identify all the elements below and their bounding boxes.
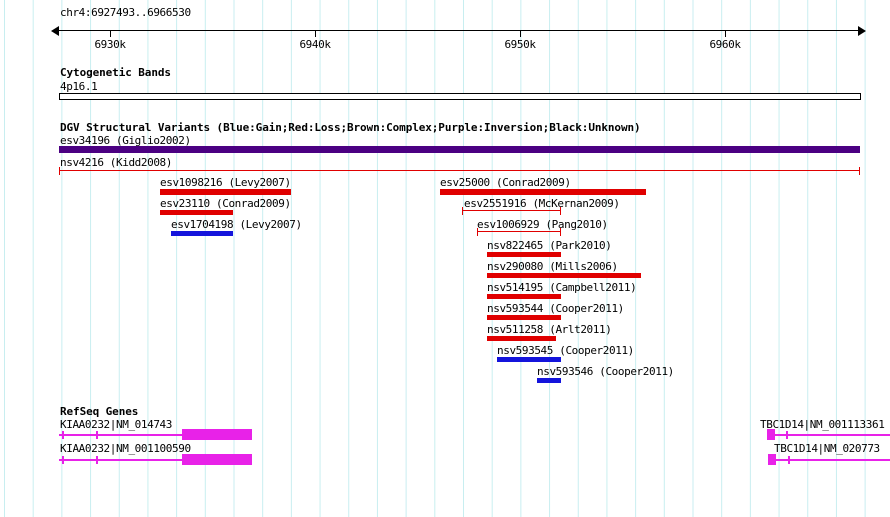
gene-label-TBC1D14-NM_020773[interactable]: TBC1D14|NM_020773 (774, 442, 880, 455)
ibeam-right-cap (560, 228, 561, 236)
ibeam-right-cap (859, 167, 860, 175)
variant-label-nsv593544[interactable]: nsv593544 (Cooper2011) (487, 302, 624, 315)
ruler-tick (315, 31, 316, 37)
gene-label-KIAA0232-NM_001100590[interactable]: KIAA0232|NM_001100590 (60, 442, 191, 455)
gene-exon-tick-KIAA0232-NM_014743[interactable] (96, 431, 98, 439)
gene-intron-line-TBC1D14-NM_020773[interactable] (776, 459, 890, 461)
gene-exon-TBC1D14-NM_001113361[interactable] (767, 429, 775, 440)
ruler-right-arrow-icon (858, 26, 866, 36)
variant-glyph-esv34196[interactable] (59, 146, 860, 153)
ruler-tick-label: 6960k (709, 38, 741, 51)
variant-glyph-esv25000[interactable] (440, 189, 646, 195)
variant-glyph-nsv593546[interactable] (537, 378, 561, 383)
variant-glyph-nsv511258[interactable] (487, 336, 556, 341)
ruler-tick-label: 6930k (94, 38, 126, 51)
cytoband-track-title: Cytogenetic Bands (60, 66, 171, 79)
ibeam-left-cap (462, 207, 463, 215)
ibeam-line (59, 170, 860, 171)
region-label: chr4:6927493..6966530 (60, 6, 191, 19)
refseq-track-title: RefSeq Genes (60, 405, 139, 418)
variant-label-esv25000[interactable]: esv25000 (Conrad2009) (440, 176, 571, 189)
gene-exon-TBC1D14-NM_020773[interactable] (768, 454, 776, 465)
variant-glyph-nsv4216[interactable] (59, 167, 860, 175)
ibeam-right-cap (560, 207, 561, 215)
ibeam-line (477, 231, 561, 232)
variant-label-esv1098216[interactable]: esv1098216 (Levy2007) (160, 176, 291, 189)
variant-label-nsv290080[interactable]: nsv290080 (Mills2006) (487, 260, 618, 273)
variant-glyph-esv1006929[interactable] (477, 228, 561, 236)
ibeam-left-cap (477, 228, 478, 236)
ruler-line (59, 30, 858, 31)
gene-label-TBC1D14-NM_001113361[interactable]: TBC1D14|NM_001113361 (760, 418, 885, 431)
gene-exon-tick-TBC1D14-NM_001113361[interactable] (786, 431, 788, 439)
dgv-track-title: DGV Structural Variants (Blue:Gain;Red:L… (60, 121, 641, 134)
variant-label-esv1704198[interactable]: esv1704198 (Levy2007) (171, 218, 302, 231)
variant-glyph-nsv514195[interactable] (487, 294, 561, 299)
variant-label-nsv822465[interactable]: nsv822465 (Park2010) (487, 239, 612, 252)
ruler-tick (520, 31, 521, 37)
gene-exon-tick-KIAA0232-NM_001100590[interactable] (96, 456, 98, 464)
gene-exon-KIAA0232-NM_001100590[interactable] (182, 454, 252, 465)
variant-label-nsv511258[interactable]: nsv511258 (Arlt2011) (487, 323, 612, 336)
variant-glyph-nsv290080[interactable] (487, 273, 641, 278)
variant-glyph-esv2551916[interactable] (462, 207, 561, 215)
gene-exon-tick-KIAA0232-NM_001100590[interactable] (62, 456, 64, 464)
gene-exon-tick-TBC1D14-NM_020773[interactable] (788, 456, 790, 464)
gene-intron-line-KIAA0232-NM_014743[interactable] (59, 434, 182, 436)
variant-label-nsv4216[interactable]: nsv4216 (Kidd2008) (60, 156, 173, 169)
variant-glyph-esv1098216[interactable] (160, 189, 291, 195)
variant-glyph-esv1704198[interactable] (171, 231, 233, 236)
cytoband-name: 4p16.1 (60, 80, 98, 93)
variant-label-nsv514195[interactable]: nsv514195 (Campbell2011) (487, 281, 637, 294)
gene-intron-line-TBC1D14-NM_001113361[interactable] (774, 434, 890, 436)
variant-glyph-nsv822465[interactable] (487, 252, 561, 257)
variant-glyph-esv23110[interactable] (160, 210, 233, 215)
ruler-tick-label: 6940k (299, 38, 331, 51)
ruler-tick (110, 31, 111, 37)
ibeam-line (462, 210, 561, 211)
variant-label-esv2551916[interactable]: esv2551916 (McKernan2009) (464, 197, 620, 210)
variant-glyph-nsv593544[interactable] (487, 315, 561, 320)
ibeam-left-cap (59, 167, 60, 175)
variant-label-esv1006929[interactable]: esv1006929 (Pang2010) (477, 218, 608, 231)
cytoband-glyph (59, 93, 861, 100)
ruler-tick-label: 6950k (504, 38, 536, 51)
ruler-tick (725, 31, 726, 37)
variant-label-nsv593546[interactable]: nsv593546 (Cooper2011) (537, 365, 674, 378)
variant-label-esv23110[interactable]: esv23110 (Conrad2009) (160, 197, 291, 210)
variant-label-nsv593545[interactable]: nsv593545 (Cooper2011) (497, 344, 634, 357)
variant-glyph-nsv593545[interactable] (497, 357, 561, 362)
gene-exon-tick-KIAA0232-NM_014743[interactable] (62, 431, 64, 439)
ruler-left-arrow-icon (51, 26, 59, 36)
variant-label-esv34196[interactable]: esv34196 (Giglio2002) (60, 134, 191, 147)
gene-exon-KIAA0232-NM_014743[interactable] (182, 429, 252, 440)
gene-label-KIAA0232-NM_014743[interactable]: KIAA0232|NM_014743 (60, 418, 173, 431)
gene-intron-line-KIAA0232-NM_001100590[interactable] (59, 459, 182, 461)
